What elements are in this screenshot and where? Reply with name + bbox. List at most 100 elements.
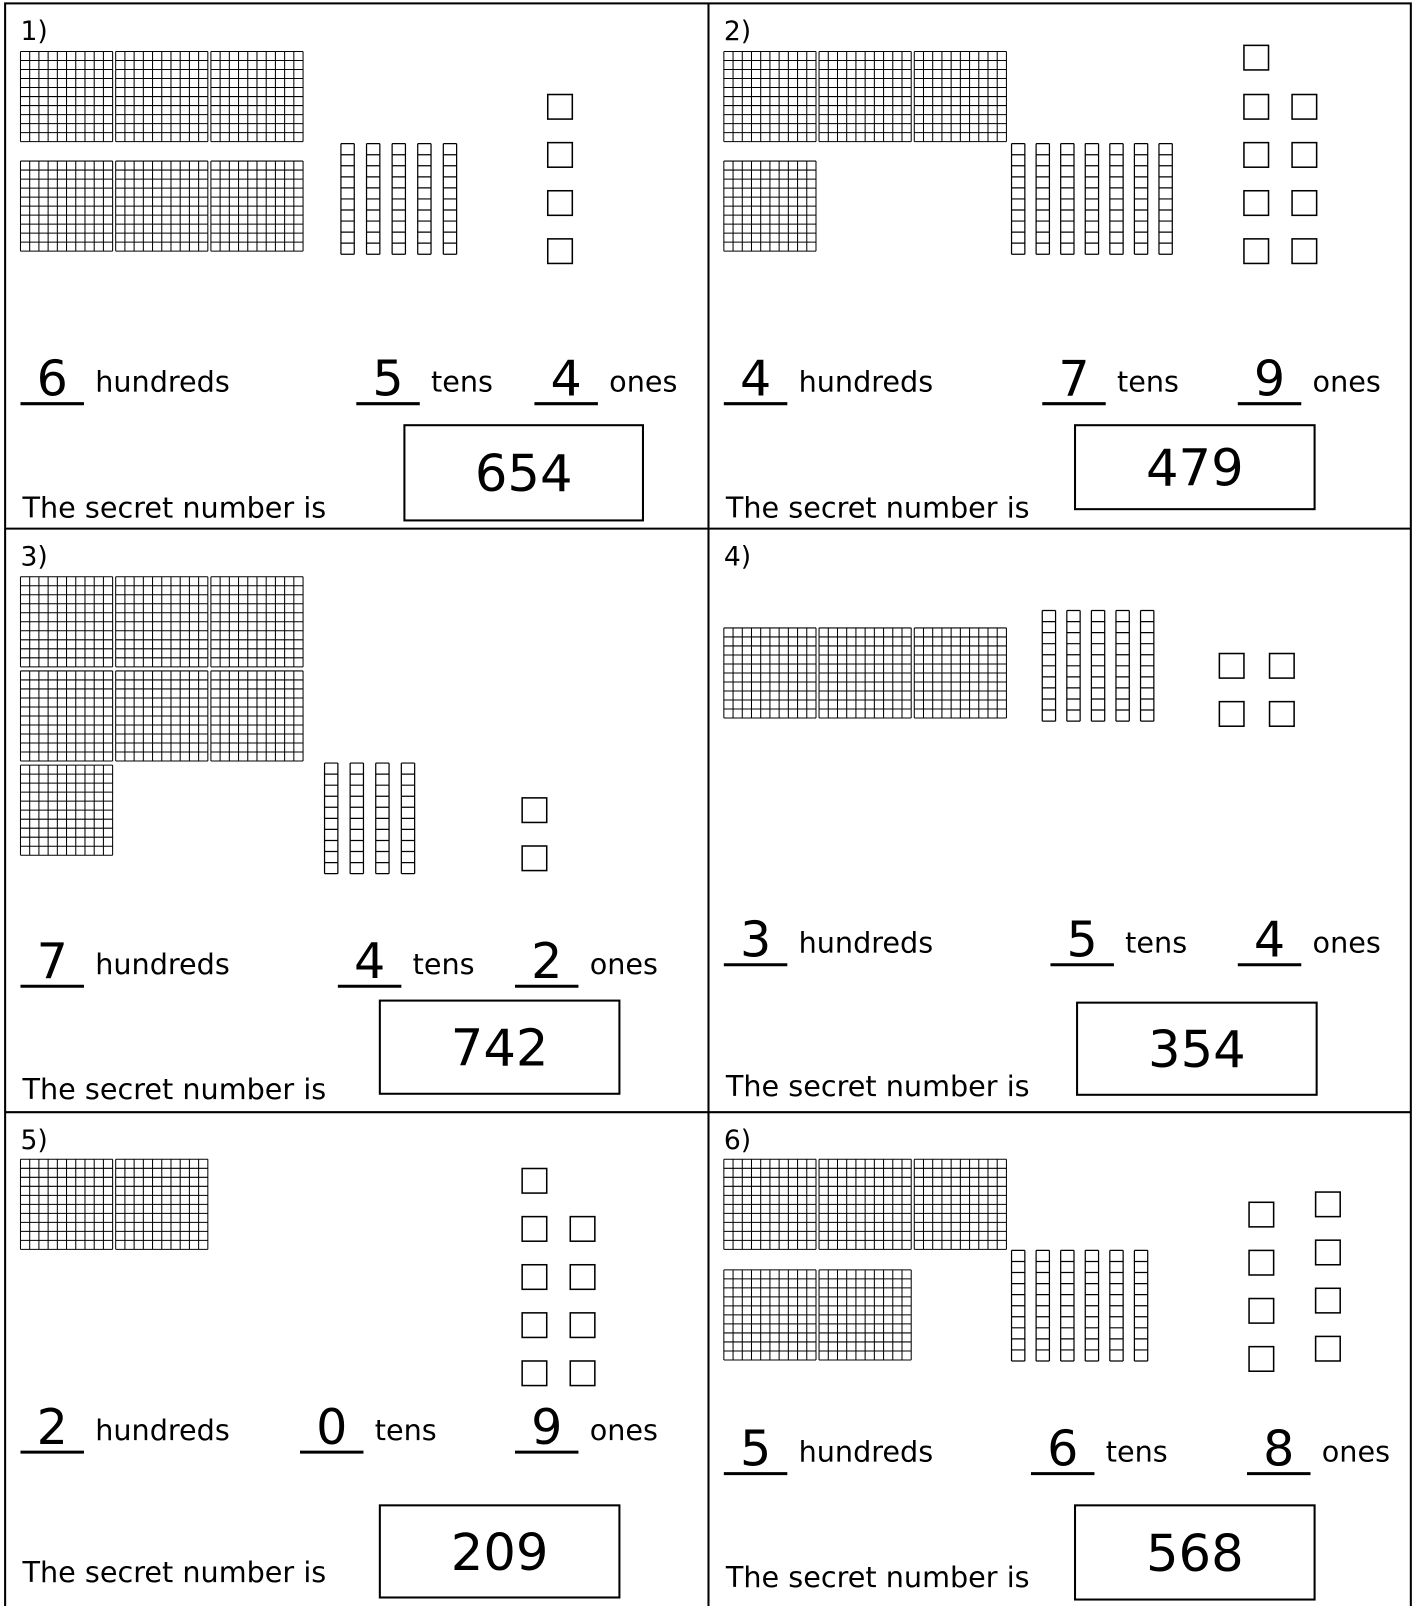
ten-rod — [1061, 144, 1074, 255]
rod-grid — [1116, 611, 1129, 722]
rod-grid — [392, 144, 405, 255]
one-cube — [1249, 1347, 1274, 1372]
secret-text: The secret number is — [22, 1555, 327, 1589]
ten-rod — [1085, 1250, 1098, 1361]
tens-digit: 6 — [1047, 1419, 1078, 1477]
problem-number: 5) — [20, 1125, 47, 1156]
hundred-flat — [20, 671, 112, 761]
ten-rod — [1036, 1250, 1049, 1361]
flat-grid — [20, 52, 112, 142]
tens-word: tens — [375, 1413, 437, 1447]
flat-grid — [116, 1159, 208, 1249]
flat-grid — [724, 1159, 816, 1249]
rod-grid — [1134, 144, 1147, 255]
secret-number: 354 — [1148, 1020, 1246, 1080]
rod-grid — [1061, 144, 1074, 255]
rod-grid — [350, 763, 363, 874]
flat-grid — [211, 577, 303, 667]
rod-grid — [1110, 144, 1123, 255]
flat-grid — [20, 765, 112, 855]
hundred-flat — [819, 1270, 911, 1360]
problem-number: 2) — [724, 16, 751, 47]
ten-rod — [350, 763, 363, 874]
one-cube — [1244, 191, 1269, 216]
hundred-flat — [116, 671, 208, 761]
ten-rod — [1036, 144, 1049, 255]
hundreds-digit: 3 — [740, 911, 771, 969]
rod-grid — [1134, 1250, 1147, 1361]
ones-word: ones — [1322, 1434, 1390, 1468]
ten-rod — [1110, 1250, 1123, 1361]
hundreds-digit: 5 — [740, 1419, 771, 1477]
hundred-flat — [116, 1159, 208, 1249]
ten-rod — [376, 763, 389, 874]
one-cube — [1270, 702, 1295, 727]
one-cube — [522, 1361, 547, 1386]
ten-rod — [325, 763, 338, 874]
hundred-flat — [914, 628, 1006, 718]
ten-rod — [418, 144, 431, 255]
problem-number: 1) — [20, 16, 47, 47]
ten-rod — [1067, 611, 1080, 722]
rod-grid — [1012, 1250, 1025, 1361]
one-cube — [1219, 654, 1244, 679]
flat-grid — [20, 1159, 112, 1249]
one-cube — [1316, 1192, 1341, 1217]
hundreds-digit: 7 — [37, 932, 68, 990]
one-cube — [1249, 1202, 1274, 1227]
ones-digit: 9 — [1254, 350, 1285, 408]
ten-rod — [1159, 144, 1172, 255]
secret-number: 742 — [451, 1019, 549, 1079]
ten-rod — [1085, 144, 1098, 255]
one-cube — [1316, 1288, 1341, 1313]
flat-grid — [211, 161, 303, 251]
secret-number: 568 — [1146, 1524, 1244, 1584]
one-cube — [522, 1265, 547, 1290]
one-cube — [1316, 1336, 1341, 1361]
problem-number: 6) — [724, 1125, 751, 1156]
hundred-flat — [211, 577, 303, 667]
ten-rod — [1061, 1250, 1074, 1361]
one-cube — [1244, 239, 1269, 264]
rod-grid — [401, 763, 414, 874]
hundred-flat — [819, 1159, 911, 1249]
rod-grid — [1036, 144, 1049, 255]
rod-grid — [1061, 1250, 1074, 1361]
ten-rod — [1116, 611, 1129, 722]
tens-word: tens — [1117, 364, 1179, 398]
ten-rod — [1110, 144, 1123, 255]
hundred-flat — [914, 1159, 1006, 1249]
hundred-flat — [116, 52, 208, 142]
one-cube — [1249, 1299, 1274, 1324]
secret-number: 654 — [475, 444, 573, 504]
ones-word: ones — [1313, 364, 1381, 398]
tens-word: tens — [413, 947, 475, 981]
one-cube — [1244, 143, 1269, 168]
worksheet: 1) 6 hundreds 5 tens 4 ones The secret number i… — [0, 0, 1418, 1606]
one-cube — [548, 143, 573, 168]
one-cube — [570, 1265, 595, 1290]
one-cube — [548, 191, 573, 216]
flat-grid — [116, 161, 208, 251]
rod-grid — [1067, 611, 1080, 722]
rod-grid — [1012, 144, 1025, 255]
ones-digit: 2 — [531, 932, 562, 990]
flat-grid — [116, 671, 208, 761]
one-cube — [1316, 1240, 1341, 1265]
flat-grid — [819, 628, 911, 718]
hundred-flat — [724, 628, 816, 718]
hundreds-word: hundreds — [95, 364, 230, 398]
hundred-flat — [211, 161, 303, 251]
one-cube — [522, 1217, 547, 1242]
rod-grid — [1036, 1250, 1049, 1361]
hundred-flat — [20, 577, 112, 667]
hundred-flat — [211, 671, 303, 761]
tens-word: tens — [1106, 1434, 1168, 1468]
hundreds-digit: 4 — [740, 350, 771, 408]
rod-grid — [443, 144, 456, 255]
rod-grid — [418, 144, 431, 255]
secret-text: The secret number is — [725, 1560, 1030, 1594]
one-cube — [1219, 702, 1244, 727]
flat-grid — [914, 628, 1006, 718]
hundred-flat — [20, 1159, 112, 1249]
